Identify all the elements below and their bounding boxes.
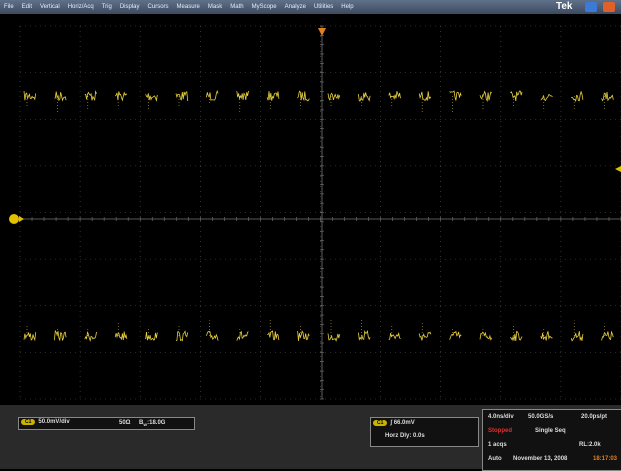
record-length: RL:2.0k [579, 442, 601, 448]
close-button[interactable] [603, 2, 615, 12]
acquisition-mode: Single Seq [535, 428, 566, 434]
menu-item[interactable]: Analyze [281, 4, 310, 10]
timebase: 4.0ns/div [488, 414, 514, 420]
date: November 13, 2008 [513, 456, 567, 462]
trigger-channel: C1 [373, 420, 387, 426]
menu-item[interactable]: Utilities [310, 4, 337, 10]
minimize-button[interactable] [585, 2, 597, 12]
menu-item[interactable]: Math [226, 4, 247, 10]
menu-item[interactable]: Vertical [36, 4, 64, 10]
sample-rate: 50.0GS/s [528, 414, 553, 420]
vertical-scale: 50.0mV/div [38, 419, 69, 425]
oscilloscope-app: FileEditVerticalHoriz/AcqTrigDisplayCurs… [0, 0, 621, 469]
bandwidth: :18.0G [147, 420, 165, 426]
menu-item[interactable]: Horiz/Acq [64, 4, 98, 10]
time: 18:17:03 [593, 456, 617, 462]
menu-item[interactable]: Edit [18, 4, 36, 10]
brand: Tek [556, 1, 573, 12]
menu-item[interactable]: Help [337, 4, 357, 10]
trigger-readout[interactable]: C1∫ 66.0mV Horz Dly: 0.0s [370, 417, 479, 447]
menu-item[interactable]: Mask [204, 4, 226, 10]
waveform-display [0, 14, 621, 405]
horizontal-delay: Horz Dly: 0.0s [385, 433, 425, 439]
menu-item[interactable]: File [0, 4, 18, 10]
menu-item[interactable]: Cursors [144, 4, 173, 10]
menu-item[interactable]: MyScope [248, 4, 281, 10]
run-state: Stopped [488, 428, 512, 434]
trigger-level: 66.0mV [394, 420, 415, 426]
acquisition-count: 1 acqs [488, 442, 507, 448]
resolution: 20.0ps/pt [581, 414, 607, 420]
channel-badge: C1 [21, 419, 35, 425]
menu-item[interactable]: Trig [98, 4, 116, 10]
acquisition-readout[interactable]: 4.0ns/div 50.0GS/s 20.0ps/pt Stopped Sin… [482, 409, 621, 471]
channel-ground-marker [9, 214, 19, 224]
menu-item[interactable]: Measure [173, 4, 204, 10]
termination: 50Ω [119, 420, 130, 426]
menu-item[interactable]: Display [116, 4, 144, 10]
trigger-mode: Auto [488, 456, 502, 462]
